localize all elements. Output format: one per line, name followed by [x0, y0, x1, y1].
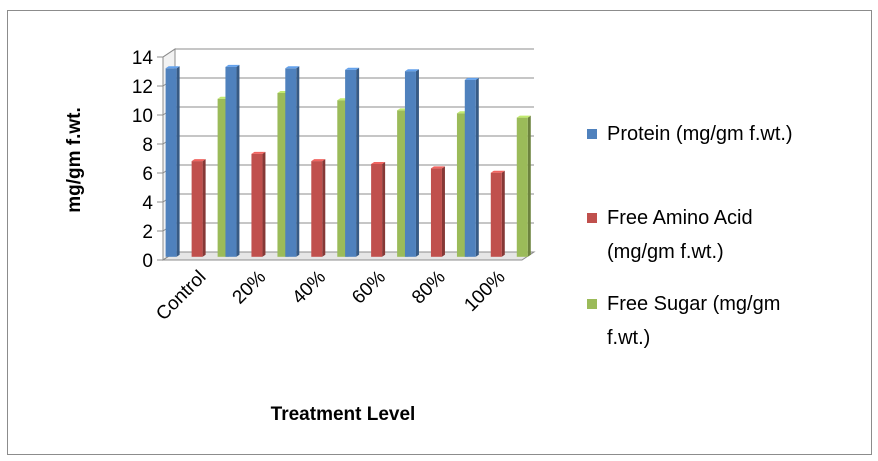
y-tick-label: 2	[142, 222, 153, 243]
x-tick-labels: Control 20% 40% 60% 80% 100%	[152, 267, 509, 325]
legend-label: Free Amino Acid	[607, 207, 753, 229]
bar-1-1	[251, 151, 266, 257]
bar-front	[225, 66, 237, 257]
bar-front	[217, 98, 229, 257]
x-tick-label: 20%	[229, 267, 271, 309]
x-tick-label: 40%	[288, 267, 330, 309]
bar-top	[311, 159, 326, 162]
bar-3-1	[371, 162, 386, 257]
bar-side	[262, 151, 266, 257]
y-tick-label: 8	[142, 135, 153, 156]
x-tick-label: 100%	[460, 267, 509, 316]
bar-top	[345, 67, 360, 70]
bar-top	[285, 66, 300, 69]
bar-top	[490, 170, 505, 173]
bar-side	[475, 77, 479, 257]
bar-top	[464, 77, 479, 80]
legend-label: f.wt.)	[607, 327, 650, 349]
bar-1-0	[225, 64, 240, 257]
legend-label: Protein (mg/gm f.wt.)	[607, 123, 793, 145]
y-tick-label: 6	[142, 164, 153, 185]
y-tick-label: 14	[132, 48, 154, 69]
bar-front	[397, 110, 409, 257]
legend: Protein (mg/gm f.wt.) Free Amino Acid (mg/…	[587, 123, 793, 349]
bar-5-2	[516, 115, 531, 257]
y-tick-labels: 0 2 4 6 8 10 12 14	[132, 48, 154, 272]
bar-front	[456, 113, 468, 257]
bar-top	[251, 151, 266, 154]
bar-side	[322, 159, 326, 257]
bar-front	[430, 168, 442, 257]
bar-front	[516, 117, 528, 257]
bar-side	[176, 66, 180, 257]
legend-label: (mg/gm f.wt.)	[607, 241, 724, 263]
bar-0-0	[165, 66, 180, 257]
bar-top	[371, 162, 386, 164]
bar-front	[337, 100, 349, 257]
bar-side	[382, 162, 386, 257]
legend-label: Free Sugar (mg/gm	[607, 293, 780, 315]
bar-side	[527, 115, 531, 257]
bar-front	[490, 172, 502, 257]
bar-4-0	[404, 69, 419, 257]
legend-swatch	[587, 299, 597, 309]
x-tick-label: 60%	[348, 267, 390, 309]
bar-5-1	[490, 170, 505, 257]
bar-side	[356, 67, 360, 257]
bar-top	[430, 166, 445, 169]
x-tick-label: 80%	[408, 267, 450, 309]
bar-3-0	[345, 67, 360, 257]
bar-top	[404, 69, 419, 72]
bar-front	[191, 161, 203, 257]
y-axis-label: mg/gm f.wt.	[64, 107, 85, 213]
bar-top	[516, 115, 531, 118]
bar-front	[277, 92, 289, 257]
gridline	[162, 48, 534, 58]
bar-side	[441, 166, 445, 257]
bar-0-1	[191, 159, 206, 257]
legend-swatch	[587, 213, 597, 223]
legend-swatch	[587, 129, 597, 139]
bar-side	[501, 170, 505, 257]
y-tick-label: 12	[132, 77, 153, 98]
x-axis-label: Treatment Level	[271, 404, 416, 425]
y-tick-label: 4	[142, 193, 153, 214]
y-tick-label: 0	[142, 251, 153, 272]
bar-2-0	[285, 66, 300, 257]
bar-4-1	[430, 166, 445, 257]
bar-front	[464, 79, 476, 257]
bar-5-0	[464, 77, 479, 257]
x-tick-label: Control	[152, 267, 210, 325]
bar-front	[404, 71, 416, 257]
bar-side	[202, 159, 206, 257]
bar-front	[311, 161, 323, 257]
y-tick-label: 10	[132, 106, 153, 127]
bar-side	[296, 66, 300, 257]
bar-top	[225, 64, 240, 67]
bar-top	[165, 66, 180, 69]
bar-side	[415, 69, 419, 257]
bar-front	[251, 153, 263, 257]
bar-front	[285, 68, 297, 257]
bar-2-1	[311, 159, 326, 257]
bar-side	[236, 64, 240, 257]
bar-front	[371, 164, 383, 257]
bar-front	[165, 68, 177, 257]
bars	[165, 64, 531, 257]
bar-top	[191, 159, 206, 162]
bar-front	[345, 69, 357, 257]
